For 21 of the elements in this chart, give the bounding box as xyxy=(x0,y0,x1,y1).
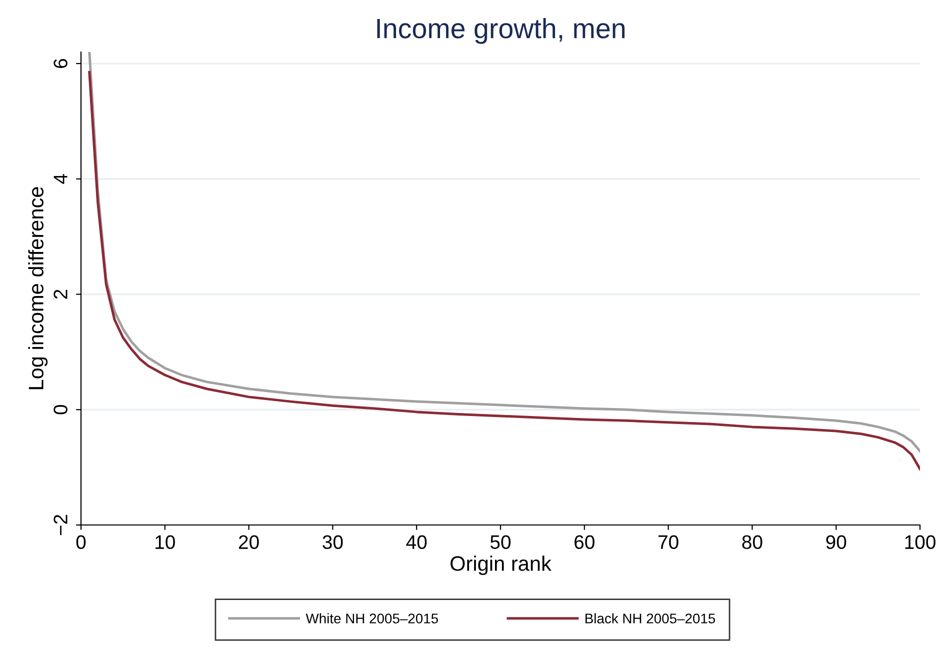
legend-label: Black NH 2005–2015 xyxy=(586,613,716,624)
y-axis-title: Log income difference xyxy=(28,187,48,390)
y-tick-label: 4 xyxy=(54,174,68,184)
x-tick-label: 80 xyxy=(742,535,762,550)
legend-label: White NH 2005–2015 xyxy=(306,613,438,624)
x-tick-label: 30 xyxy=(322,535,343,550)
x-tick-label: 0 xyxy=(76,535,86,550)
y-tick-label: 0 xyxy=(54,404,68,414)
x-axis-title: Origin rank xyxy=(450,556,552,576)
y-tick-label: −2 xyxy=(54,514,68,536)
x-tick-label: 100 xyxy=(905,535,936,550)
y-tick-label: 2 xyxy=(54,290,68,299)
x-tick-label: 10 xyxy=(156,535,175,550)
x-tick-label: 50 xyxy=(490,535,511,550)
y-tick-label: 6 xyxy=(54,58,68,68)
x-tick-label: 70 xyxy=(658,535,678,550)
x-tick-label: 90 xyxy=(826,535,846,550)
x-tick-label: 40 xyxy=(406,535,427,550)
chart-title: Income growth, men xyxy=(377,18,625,44)
x-tick-label: 20 xyxy=(238,535,259,550)
x-tick-label: 60 xyxy=(574,535,594,550)
